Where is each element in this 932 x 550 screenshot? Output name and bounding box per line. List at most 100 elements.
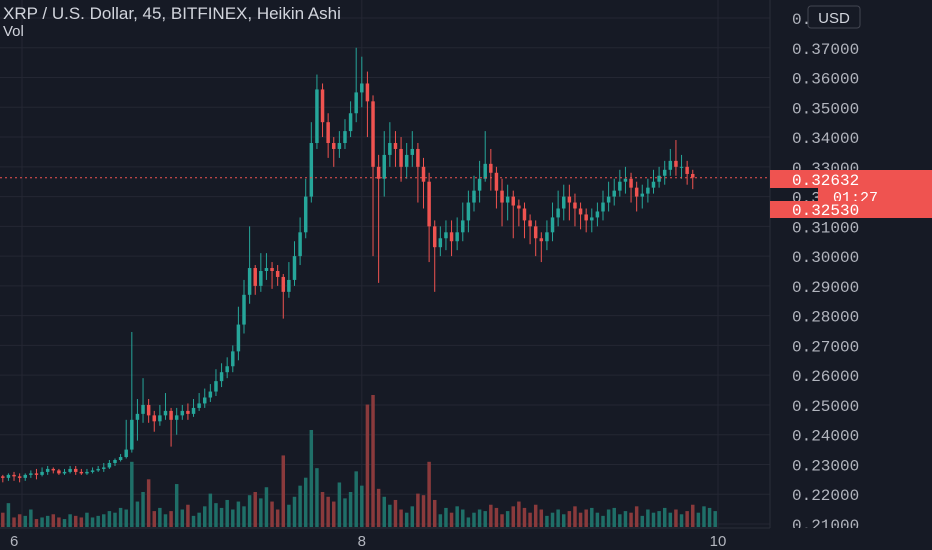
volume-bar — [275, 509, 280, 527]
price-tick-label: 0.36000 — [792, 71, 859, 89]
candle-body — [399, 148, 403, 167]
candle — [118, 454, 123, 462]
volume-bar — [90, 517, 95, 527]
candle — [191, 398, 196, 417]
candle-body — [578, 208, 583, 215]
volume-bar — [657, 511, 661, 527]
candle-body — [533, 226, 538, 239]
volume-bar — [17, 514, 22, 527]
candle-body — [57, 470, 61, 474]
candle-body — [584, 214, 588, 221]
candle — [494, 166, 499, 209]
volume-bar — [461, 509, 465, 527]
candle-body — [85, 471, 89, 474]
candle-body — [668, 160, 673, 170]
volume-bar — [590, 507, 594, 527]
time-axis-ticks: 6 8 10 — [10, 533, 726, 550]
price-tick-label: 0.23000 — [792, 457, 859, 475]
candle — [203, 388, 207, 408]
candle-body — [691, 173, 695, 178]
candle — [320, 83, 325, 138]
volume-bar — [337, 482, 342, 527]
candle — [236, 306, 241, 361]
candle-body — [438, 238, 443, 248]
candle — [247, 226, 252, 304]
volume-bar — [500, 514, 504, 527]
candle-body — [528, 220, 532, 227]
time-axis[interactable] — [0, 528, 932, 550]
candle — [158, 404, 162, 426]
candle-body — [236, 324, 241, 352]
candle-body — [17, 476, 22, 478]
last-price-label: 0.32632 — [770, 170, 932, 190]
candle-body — [522, 208, 527, 221]
candle-body — [51, 468, 56, 471]
price-tick-label: 0.35000 — [792, 100, 859, 118]
candle-body — [152, 415, 156, 422]
candle-body — [545, 232, 549, 242]
candle — [601, 190, 605, 221]
candle-body — [679, 166, 684, 168]
volume-bar — [186, 504, 190, 527]
candle — [292, 241, 297, 286]
volume-bar — [573, 506, 577, 527]
candle-body — [539, 238, 544, 242]
candle — [85, 468, 89, 475]
volume-bar — [674, 509, 678, 527]
volume-bar — [174, 484, 179, 527]
candle — [214, 369, 218, 397]
volume-bar — [556, 509, 560, 527]
candle-body — [376, 166, 381, 179]
candle-body — [275, 271, 280, 277]
candle-body — [320, 89, 325, 123]
candle-body — [231, 351, 235, 367]
candle-body — [34, 473, 39, 475]
volume-bar — [124, 509, 128, 527]
price-tick-label: 0.26000 — [792, 368, 859, 386]
candle-body — [618, 181, 622, 191]
volume-bar — [713, 511, 717, 527]
candle — [6, 473, 11, 481]
candle-body — [449, 232, 454, 242]
candle-body — [332, 143, 336, 149]
candle — [23, 473, 27, 481]
candle-body — [472, 190, 476, 203]
volume-bar — [130, 461, 134, 527]
candle — [578, 202, 583, 230]
volume-bar — [34, 519, 39, 527]
ask-price-text: 0.32530 — [792, 202, 859, 220]
volume-bar — [646, 509, 650, 527]
price-tick-label: 0.34000 — [792, 130, 859, 148]
price-tick-label: 0.25000 — [792, 398, 859, 416]
candle — [45, 465, 50, 475]
price-tick-label: 0.31000 — [792, 219, 859, 237]
candle-body — [500, 190, 504, 203]
candle — [365, 71, 370, 138]
candle-body — [517, 205, 521, 209]
candle — [259, 253, 263, 292]
candle — [511, 190, 515, 239]
candle — [388, 122, 392, 167]
candle — [410, 131, 415, 167]
currency-button[interactable]: USD — [807, 5, 861, 29]
volume-bar — [247, 495, 252, 527]
volume-bar — [135, 501, 140, 527]
volume-bar — [595, 512, 600, 527]
volume-bar — [404, 512, 409, 527]
price-axis[interactable] — [770, 0, 932, 550]
candle-body — [562, 196, 566, 209]
volume-bar — [634, 506, 639, 527]
chart-title: XRP / U.S. Dollar, 45, BITFINEX, Heikin … — [3, 4, 341, 23]
candle-body — [242, 294, 246, 325]
candle — [146, 398, 151, 423]
candle-body — [505, 196, 510, 203]
candle-body — [489, 163, 493, 173]
volume-bar — [449, 512, 454, 527]
candle — [567, 184, 572, 221]
time-tick-label: 6 — [10, 533, 18, 550]
candle-body — [219, 372, 224, 382]
candle — [438, 226, 443, 257]
volume-bar — [517, 501, 521, 527]
